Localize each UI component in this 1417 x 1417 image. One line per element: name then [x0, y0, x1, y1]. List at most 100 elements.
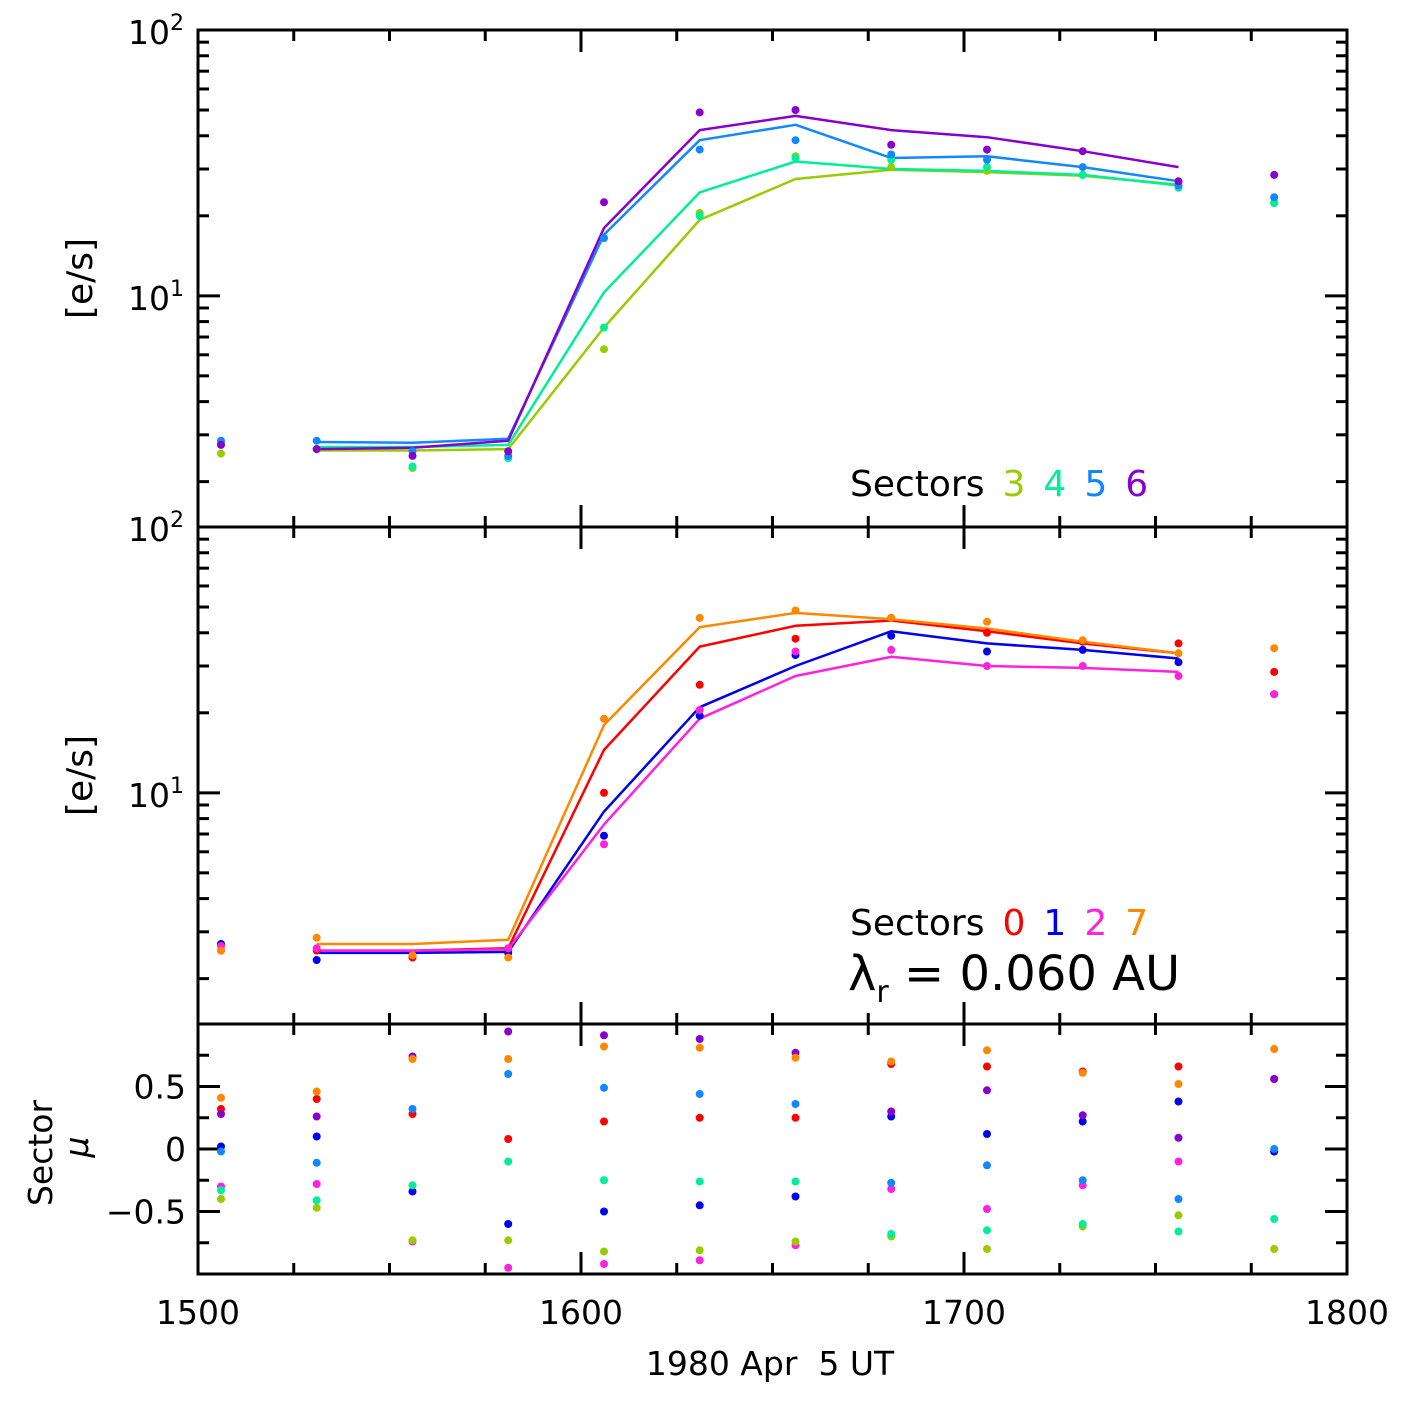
data-point-sector-6 — [887, 140, 896, 149]
y-tick-label: −0.5 — [106, 1193, 186, 1232]
data-point-sector-6 — [1270, 170, 1279, 179]
data-point-sector-5 — [1078, 1176, 1087, 1185]
data-point-sector-5 — [1270, 193, 1279, 202]
data-point-sector-7 — [983, 1046, 991, 1055]
data-point-sector-4 — [312, 1196, 321, 1205]
data-point-sector-0 — [312, 1095, 321, 1103]
series-line-sector-6 — [316, 114, 1179, 451]
data-point-sector-7 — [504, 1055, 513, 1063]
data-point-sector-0 — [600, 1117, 608, 1126]
data-point-sector-3 — [600, 1247, 608, 1256]
data-point-sector-4 — [887, 1230, 896, 1238]
series-line-sector-4 — [316, 160, 1179, 449]
middle-panel: 102 101 [e/s] Sectors 0 1 2 7λr = 0.060 AU — [60, 508, 1349, 1026]
data-point-sector-7 — [217, 1093, 225, 1102]
series-line-sector-5 — [316, 123, 1179, 445]
data-point-sector-5 — [695, 1090, 704, 1098]
data-point-sector-5 — [600, 234, 608, 242]
data-point-sector-6 — [791, 106, 800, 114]
data-point-sector-7 — [695, 613, 704, 622]
y-tick-label: 102 — [128, 11, 184, 52]
y-tick-label: 0 — [165, 1130, 186, 1169]
data-point-sector-6 — [1270, 1075, 1279, 1083]
data-point-sector-0 — [983, 1062, 991, 1071]
data-point-sector-5 — [504, 1070, 513, 1078]
x-tick-label: 1700 — [922, 1293, 1006, 1332]
data-point-sector-1 — [312, 1132, 321, 1141]
data-point-sector-4 — [1270, 199, 1279, 208]
data-point-sector-0 — [695, 1113, 704, 1122]
data-point-sector-2 — [504, 1263, 513, 1272]
y-axis-label: Sector — [21, 1100, 60, 1207]
data-point-sector-4 — [695, 1177, 704, 1186]
data-point-sector-3 — [983, 1245, 991, 1253]
data-point-sector-5 — [887, 1178, 896, 1187]
data-point-sector-2 — [312, 944, 321, 953]
data-point-sector-2 — [504, 944, 513, 953]
data-point-sector-4 — [408, 1181, 417, 1190]
data-point-sector-0 — [1174, 1062, 1183, 1071]
data-point-sector-1 — [408, 1187, 417, 1196]
data-point-sector-2 — [887, 645, 896, 654]
data-point-sector-1 — [1078, 645, 1087, 654]
data-point-sector-1 — [312, 956, 321, 964]
series-line-sector-7 — [316, 611, 1179, 946]
data-point-sector-6 — [1078, 147, 1087, 156]
y-axis-label-mu: μ — [57, 1137, 96, 1159]
data-point-sector-6 — [217, 1110, 225, 1118]
y-tick-label: 101 — [128, 277, 184, 318]
data-point-sector-1 — [600, 1207, 608, 1216]
data-point-sector-1 — [1174, 1097, 1183, 1106]
data-point-sector-4 — [1270, 1215, 1279, 1223]
data-point-sector-3 — [408, 1236, 417, 1245]
data-point-sector-6 — [1174, 177, 1183, 186]
x-tick-label: 1600 — [539, 1293, 623, 1332]
data-point-sector-3 — [217, 449, 225, 458]
data-point-sector-2 — [983, 662, 991, 670]
data-point-sector-7 — [312, 933, 321, 942]
x-tick-label: 1500 — [156, 1293, 240, 1332]
y-tick-label: 101 — [128, 774, 184, 815]
data-point-sector-5 — [312, 1158, 321, 1167]
data-point-sector-3 — [887, 163, 896, 172]
data-point-sector-1 — [887, 631, 896, 640]
x-tick-label: 1800 — [1305, 1293, 1389, 1332]
data-point-sector-4 — [791, 1177, 800, 1186]
top-panel: 102 101 [e/s] Sectors 3 4 5 6 — [60, 11, 1349, 529]
lambda-annotation: λr = 0.060 AU — [848, 946, 1180, 1010]
series-line-sector-3 — [316, 168, 1179, 452]
data-point-sector-4 — [408, 462, 417, 471]
data-point-sector-3 — [312, 1203, 321, 1212]
data-point-sector-7 — [1078, 636, 1087, 645]
data-point-sector-2 — [1078, 662, 1087, 670]
data-point-sector-5 — [791, 136, 800, 145]
legend-prefix: Sectors — [850, 464, 985, 505]
data-point-sector-7 — [1174, 1080, 1183, 1088]
data-point-sector-3 — [217, 1195, 225, 1203]
data-point-sector-5 — [1078, 163, 1087, 172]
data-point-sector-2 — [983, 1205, 991, 1213]
data-point-sector-4 — [1078, 1220, 1087, 1228]
data-point-sector-2 — [695, 1256, 704, 1265]
y-axis-label: [e/s] — [60, 735, 101, 816]
data-point-sector-6 — [504, 447, 513, 456]
data-point-sector-2 — [600, 1260, 608, 1268]
data-point-sector-5 — [312, 436, 321, 445]
data-point-sector-1 — [983, 647, 991, 656]
legend-entry: 4 — [1043, 464, 1066, 505]
legend: Sectors 3 4 5 6 — [850, 464, 1148, 505]
legend-entry: 0 — [1003, 903, 1026, 944]
y-tick-label: 102 — [128, 508, 184, 549]
data-point-sector-7 — [600, 1042, 608, 1051]
data-point-sector-1 — [600, 831, 608, 840]
x-axis: 1500 1600 1700 1800 — [156, 1293, 1389, 1332]
data-point-sector-1 — [1078, 1117, 1087, 1126]
y-axis-label: [e/s] — [60, 238, 101, 319]
data-point-sector-6 — [408, 451, 417, 460]
data-point-sector-7 — [887, 1057, 896, 1066]
data-point-sector-2 — [695, 706, 704, 714]
data-point-sector-6 — [695, 108, 704, 117]
data-point-sector-5 — [887, 150, 896, 159]
